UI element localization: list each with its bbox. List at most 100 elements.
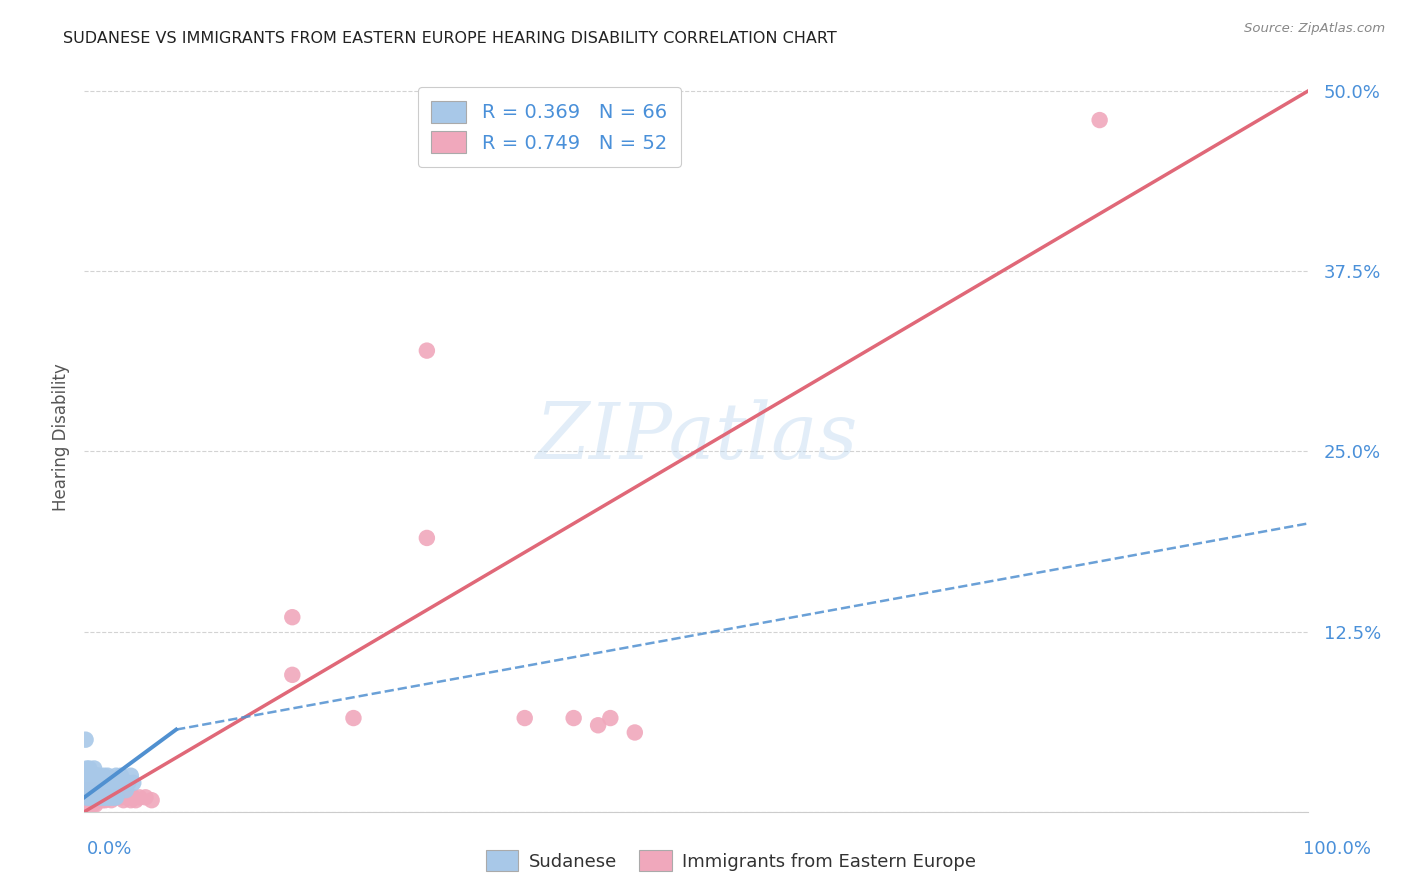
Point: [87, 790, 110, 805]
Point: [1088, 113, 1111, 128]
Point: [77, 769, 100, 783]
Point: [91, 793, 114, 807]
Point: [87, 769, 110, 783]
Point: [586, 718, 609, 732]
Point: [76, 797, 98, 812]
Point: [115, 790, 138, 805]
Point: [77, 788, 100, 802]
Point: [75, 790, 97, 805]
Point: [97, 776, 120, 790]
Point: [75, 732, 97, 747]
Point: [86, 788, 108, 802]
Point: [77, 783, 100, 797]
Point: [141, 793, 163, 807]
Point: [82, 783, 104, 797]
Point: [112, 793, 135, 807]
Point: [128, 790, 150, 805]
Point: [86, 793, 108, 807]
Point: [93, 790, 115, 805]
Point: [599, 711, 621, 725]
Point: [87, 790, 110, 805]
Point: [79, 788, 101, 802]
Point: [110, 769, 132, 783]
Point: [281, 610, 304, 624]
Point: [100, 793, 122, 807]
Text: 100.0%: 100.0%: [1303, 840, 1371, 858]
Point: [84, 797, 107, 812]
Point: [91, 790, 114, 805]
Point: [90, 783, 112, 797]
Point: [75, 797, 97, 812]
Point: [93, 769, 115, 783]
Point: [82, 769, 104, 783]
Point: [83, 776, 105, 790]
Text: Source: ZipAtlas.com: Source: ZipAtlas.com: [1244, 22, 1385, 36]
Legend: Sudanese, Immigrants from Eastern Europe: Sudanese, Immigrants from Eastern Europe: [478, 843, 984, 879]
Point: [97, 790, 120, 805]
Point: [89, 790, 111, 805]
Point: [86, 769, 108, 783]
Point: [91, 776, 114, 790]
Point: [76, 793, 98, 807]
Text: 0.0%: 0.0%: [87, 840, 132, 858]
Y-axis label: Hearing Disability: Hearing Disability: [52, 363, 70, 511]
Point: [77, 776, 100, 790]
Point: [96, 790, 118, 805]
Point: [96, 783, 118, 797]
Point: [122, 776, 145, 790]
Point: [84, 783, 107, 797]
Point: [82, 797, 104, 812]
Point: [103, 783, 125, 797]
Point: [84, 788, 107, 802]
Point: [100, 790, 122, 805]
Point: [97, 769, 120, 783]
Point: [100, 776, 122, 790]
Point: [87, 793, 110, 807]
Point: [117, 776, 139, 790]
Point: [77, 783, 100, 797]
Point: [105, 769, 128, 783]
Point: [80, 776, 103, 790]
Point: [94, 776, 117, 790]
Point: [122, 790, 145, 805]
Point: [76, 776, 98, 790]
Point: [76, 762, 98, 776]
Point: [105, 790, 128, 805]
Point: [96, 790, 118, 805]
Point: [115, 783, 138, 797]
Text: SUDANESE VS IMMIGRANTS FROM EASTERN EUROPE HEARING DISABILITY CORRELATION CHART: SUDANESE VS IMMIGRANTS FROM EASTERN EURO…: [63, 31, 837, 46]
Point: [76, 783, 98, 797]
Point: [94, 793, 117, 807]
Point: [97, 790, 120, 805]
Text: ZIPatlas: ZIPatlas: [534, 399, 858, 475]
Point: [87, 776, 110, 790]
Point: [82, 790, 104, 805]
Point: [281, 668, 304, 682]
Point: [104, 790, 127, 805]
Point: [80, 769, 103, 783]
Point: [103, 790, 125, 805]
Point: [120, 769, 142, 783]
Point: [75, 790, 97, 805]
Point: [513, 711, 536, 725]
Point: [86, 776, 108, 790]
Point: [125, 793, 148, 807]
Point: [77, 762, 100, 776]
Point: [89, 776, 111, 790]
Point: [101, 790, 124, 805]
Point: [79, 793, 101, 807]
Point: [82, 788, 104, 802]
Point: [97, 790, 120, 805]
Point: [77, 793, 100, 807]
Point: [90, 790, 112, 805]
Point: [83, 762, 105, 776]
Point: [90, 790, 112, 805]
Point: [416, 531, 439, 545]
Point: [87, 783, 110, 797]
Point: [562, 711, 585, 725]
Point: [104, 790, 127, 805]
Point: [80, 788, 103, 802]
Point: [83, 783, 105, 797]
Point: [98, 790, 121, 805]
Point: [84, 790, 107, 805]
